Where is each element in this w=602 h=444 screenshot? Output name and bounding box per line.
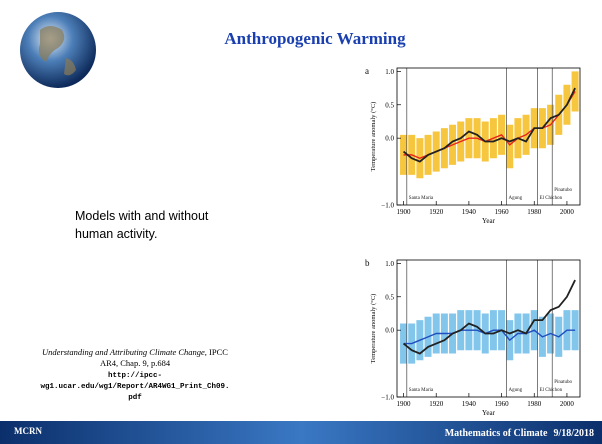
volcano-label: Pinatubo	[554, 188, 572, 193]
y-tick-label: 0.0	[385, 135, 394, 143]
volcano-label: Agung	[508, 388, 522, 393]
volcano-label: Santa Maria	[409, 388, 434, 393]
series-line	[402, 279, 576, 355]
citation-url: http://ipcc-	[108, 372, 162, 380]
citation-source: , IPCC	[205, 347, 228, 357]
footer-bar	[0, 421, 602, 444]
y-axis-label: Temperature anomaly (°C)	[370, 294, 377, 364]
chart: Santa Maria Agung El Chichon Pinatubo −1.0 0.…	[365, 66, 581, 225]
y-tick-label: 1.0	[385, 68, 394, 76]
citation-url: pdf	[128, 394, 142, 402]
panel-label: a	[365, 66, 369, 76]
y-tick-label: −1.0	[381, 394, 394, 402]
body-text: human activity.	[75, 227, 157, 241]
chart: Santa Maria Agung El Chichon Pinatubo −1.0 0.…	[365, 258, 581, 417]
volcano-label: El Chichon	[540, 196, 563, 201]
panel-label: b	[365, 258, 370, 268]
series-line	[402, 87, 576, 163]
plot-frame	[396, 259, 581, 398]
y-tick-label: 0.5	[385, 293, 394, 301]
y-tick-label: 0.0	[385, 327, 394, 335]
footer-course: Mathematics of Climate	[445, 428, 548, 439]
x-tick-label: 2000	[560, 400, 575, 408]
x-tick-label: 1900	[397, 400, 412, 408]
series-line	[403, 329, 576, 345]
citation-url: wg1.ucar.edu/wg1/Report/AR4WG1_Print_Ch0…	[40, 383, 229, 391]
x-tick-label: 1920	[429, 208, 444, 216]
volcano-label: Agung	[508, 196, 522, 201]
x-tick-label: 1940	[462, 400, 477, 408]
globe	[20, 12, 96, 88]
volcano-label: Pinatubo	[554, 380, 572, 385]
logo: MCRN	[14, 426, 42, 436]
body-text: Models with and without	[75, 209, 209, 223]
y-tick-label: −1.0	[381, 202, 394, 210]
y-axis-label: Temperature anomaly (°C)	[370, 102, 377, 172]
charts: Santa Maria Agung El Chichon Pinatubo −1.0 0.…	[365, 66, 581, 417]
citation: Understanding and Attributing Climate Ch…	[42, 347, 228, 357]
x-axis-label: Year	[482, 409, 496, 417]
x-tick-label: 1960	[495, 400, 510, 408]
citation-detail: AR4, Chap. 9, p.684	[100, 358, 171, 368]
volcano-label: Santa Maria	[409, 196, 434, 201]
y-tick-label: 0.5	[385, 101, 394, 109]
x-tick-label: 1920	[429, 400, 444, 408]
globe-land	[38, 26, 76, 76]
citation-title: Understanding and Attributing Climate Ch…	[42, 347, 205, 357]
x-tick-label: 1960	[495, 208, 510, 216]
x-tick-label: 2000	[560, 208, 575, 216]
slide-title: Anthropogenic Warming	[224, 29, 406, 48]
y-tick-label: 1.0	[385, 260, 394, 268]
footer-text: Mathematics of Climate 9/18/2018	[445, 428, 594, 439]
x-tick-label: 1980	[527, 208, 542, 216]
x-tick-label: 1900	[397, 208, 412, 216]
volcano-label: El Chichon	[540, 388, 563, 393]
footer-date: 9/18/2018	[553, 428, 594, 439]
x-tick-label: 1980	[527, 400, 542, 408]
x-axis-label: Year	[482, 217, 496, 225]
plot-frame	[396, 67, 581, 206]
x-tick-label: 1940	[462, 208, 477, 216]
